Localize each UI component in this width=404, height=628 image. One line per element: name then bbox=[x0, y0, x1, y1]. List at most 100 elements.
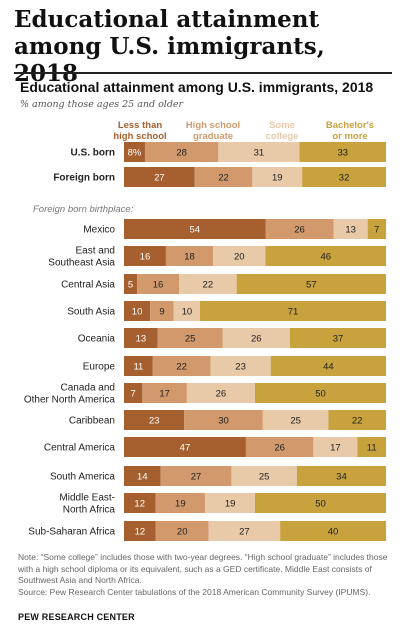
bar-segment-mexico-less-than-high-school bbox=[124, 219, 266, 239]
legend-entry-some-college: Some college bbox=[266, 120, 299, 142]
data-label-sub-saharan-africa-high-school-graduate: 20 bbox=[177, 527, 188, 538]
bar-segment-central-asia-some-college bbox=[179, 274, 237, 294]
data-label-europe-less-than-high-school: 11 bbox=[133, 362, 143, 373]
data-label-mexico-less-than-high-school: 54 bbox=[189, 225, 200, 236]
bar-segment-south-america-less-than-high-school bbox=[124, 466, 161, 486]
data-label-south-asia-less-than-high-school: 10 bbox=[132, 307, 143, 318]
data-label-europe-high-school-graduate: 22 bbox=[176, 362, 187, 373]
bar-segment-middle-east-north-africa-high-school-graduate bbox=[155, 493, 206, 513]
bar-segment-middle-east-north-africa-bachelor-s-or-more bbox=[255, 493, 386, 513]
bar-segment-east-and-southeast-asia-bachelor-s-or-more bbox=[265, 246, 386, 266]
bar-segment-east-and-southeast-asia-high-school-graduate bbox=[165, 246, 214, 266]
bar-segment-middle-east-north-africa-some-college bbox=[205, 493, 255, 513]
category-label-east-and-southeast-asia: East and Southeast Asia bbox=[48, 246, 115, 269]
category-label-central-asia: Central Asia bbox=[61, 280, 115, 291]
bar-segment-oceania-bachelor-s-or-more bbox=[290, 328, 386, 348]
bar-segment-foreign-born-high-school-graduate bbox=[194, 167, 253, 187]
page-title: Educational attainment among U.S. immigr… bbox=[14, 6, 325, 87]
bar-segment-europe-less-than-high-school bbox=[124, 356, 153, 376]
chart-title: Educational attainment among U.S. immigr… bbox=[20, 79, 374, 95]
bar-segment-caribbean-some-college bbox=[262, 410, 329, 430]
data-label-canada-and-other-north-america-less-than-high-school: 7 bbox=[131, 389, 136, 400]
data-label-central-america-less-than-high-school: 47 bbox=[180, 443, 191, 454]
bar-segment-u-s-born-some-college bbox=[218, 142, 300, 162]
data-label-mexico-high-school-graduate: 26 bbox=[294, 225, 305, 236]
bar-segment-oceania-less-than-high-school bbox=[124, 328, 158, 348]
bar-segment-south-asia-some-college bbox=[173, 301, 200, 321]
bar-segment-south-asia-bachelor-s-or-more bbox=[199, 301, 386, 321]
bar-segment-canada-and-other-north-america-high-school-graduate bbox=[142, 383, 187, 403]
category-label-u-s-born: U.S. born bbox=[71, 148, 115, 159]
data-label-mexico-bachelor-s-or-more: 7 bbox=[374, 225, 379, 236]
bar-segment-sub-saharan-africa-some-college bbox=[208, 521, 281, 541]
bar-segment-sub-saharan-africa-bachelor-s-or-more bbox=[280, 521, 386, 541]
data-label-central-america-bachelor-s-or-more: 11 bbox=[367, 443, 377, 454]
bar-segment-south-america-high-school-graduate bbox=[160, 466, 232, 486]
chart-notes: Note: “Some college” includes those with… bbox=[18, 552, 390, 598]
stacked-bar-chart: Less than high school High school graduate S… bbox=[24, 120, 386, 541]
data-label-south-america-bachelor-s-or-more: 34 bbox=[336, 472, 347, 483]
bar-segment-u-s-born-high-school-graduate bbox=[144, 142, 219, 162]
bar-segment-caribbean-high-school-graduate bbox=[184, 410, 263, 430]
data-label-europe-some-college: 23 bbox=[235, 362, 246, 373]
data-label-east-and-southeast-asia-high-school-graduate: 18 bbox=[184, 252, 195, 263]
data-label-central-asia-bachelor-s-or-more: 57 bbox=[306, 280, 317, 291]
bar-segment-europe-high-school-graduate bbox=[152, 356, 211, 376]
bar-segment-caribbean-less-than-high-school bbox=[124, 410, 185, 430]
data-label-middle-east-north-africa-some-college: 19 bbox=[225, 499, 236, 510]
chart-subtitle: % among those ages 25 and older bbox=[20, 99, 184, 110]
bar-segment-mexico-some-college bbox=[333, 219, 368, 239]
data-label-caribbean-some-college: 25 bbox=[290, 416, 301, 427]
bar-segment-mexico-high-school-graduate bbox=[265, 219, 334, 239]
organization-name: PEW RESEARCH CENTER bbox=[18, 612, 135, 622]
bar-segment-europe-some-college bbox=[210, 356, 271, 376]
bar-segment-east-and-southeast-asia-some-college bbox=[213, 246, 266, 266]
bar-segment-canada-and-other-north-america-bachelor-s-or-more bbox=[255, 383, 386, 403]
category-label-canada-and-other-north-america: Canada and Other North America bbox=[24, 383, 116, 406]
data-label-caribbean-bachelor-s-or-more: 22 bbox=[352, 416, 363, 427]
data-label-sub-saharan-africa-bachelor-s-or-more: 40 bbox=[328, 527, 339, 538]
bar-segment-sub-saharan-africa-high-school-graduate bbox=[155, 521, 209, 541]
data-label-south-america-less-than-high-school: 14 bbox=[137, 472, 148, 483]
data-label-foreign-born-high-school-graduate: 22 bbox=[218, 173, 229, 184]
category-label-foreign-born: Foreign born bbox=[53, 173, 115, 184]
category-label-middle-east-north-africa: Middle East-North Africa bbox=[59, 493, 115, 516]
data-label-central-asia-some-college: 22 bbox=[203, 280, 214, 291]
category-label-south-asia: South Asia bbox=[67, 307, 115, 318]
data-label-europe-bachelor-s-or-more: 44 bbox=[323, 362, 334, 373]
bar-segment-central-asia-bachelor-s-or-more bbox=[236, 274, 386, 294]
data-label-south-asia-some-college: 10 bbox=[182, 307, 193, 318]
data-label-foreign-born-less-than-high-school: 27 bbox=[154, 173, 165, 184]
bar-segment-central-asia-high-school-graduate bbox=[137, 274, 180, 294]
bar-segment-mexico-bachelor-s-or-more bbox=[367, 219, 386, 239]
bar-segment-canada-and-other-north-america-some-college bbox=[186, 383, 255, 403]
data-label-u-s-born-high-school-graduate: 28 bbox=[176, 148, 187, 159]
data-label-central-america-high-school-graduate: 26 bbox=[274, 443, 285, 454]
data-label-canada-and-other-north-america-some-college: 26 bbox=[216, 389, 227, 400]
category-label-sub-saharan-africa: Sub-Saharan Africa bbox=[28, 527, 115, 538]
data-label-foreign-born-bachelor-s-or-more: 32 bbox=[339, 173, 350, 184]
data-label-mexico-some-college: 13 bbox=[345, 225, 356, 236]
category-label-oceania: Oceania bbox=[78, 334, 116, 345]
bar-segment-foreign-born-some-college bbox=[252, 167, 303, 187]
data-label-central-asia-less-than-high-school: 5 bbox=[128, 280, 133, 291]
data-label-caribbean-high-school-graduate: 30 bbox=[218, 416, 229, 427]
data-label-east-and-southeast-asia-less-than-high-school: 16 bbox=[140, 252, 151, 263]
data-label-central-america-some-college: 17 bbox=[330, 443, 341, 454]
bar-segment-oceania-some-college bbox=[222, 328, 291, 348]
data-label-oceania-some-college: 26 bbox=[251, 334, 262, 345]
data-label-foreign-born-some-college: 19 bbox=[272, 173, 283, 184]
data-label-east-and-southeast-asia-bachelor-s-or-more: 46 bbox=[320, 252, 331, 263]
bar-segment-oceania-high-school-graduate bbox=[157, 328, 223, 348]
legend-entry-less-than-high-school: Less than high school bbox=[113, 120, 166, 142]
note-text: Note: “Some college” includes those with… bbox=[18, 552, 388, 585]
bar-segment-south-america-bachelor-s-or-more bbox=[296, 466, 386, 486]
bar-segment-middle-east-north-africa-less-than-high-school bbox=[124, 493, 156, 513]
bar-segment-europe-bachelor-s-or-more bbox=[270, 356, 386, 376]
legend-entry-bachelor-s-or-more: Bachelor's or more bbox=[326, 120, 374, 142]
bar-segment-u-s-born-bachelor-s-or-more bbox=[299, 142, 386, 162]
bar-segment-central-america-bachelor-s-or-more bbox=[357, 437, 386, 457]
bar-segment-south-america-some-college bbox=[231, 466, 297, 486]
data-label-oceania-bachelor-s-or-more: 37 bbox=[333, 334, 344, 345]
data-label-middle-east-north-africa-high-school-graduate: 19 bbox=[175, 499, 186, 510]
